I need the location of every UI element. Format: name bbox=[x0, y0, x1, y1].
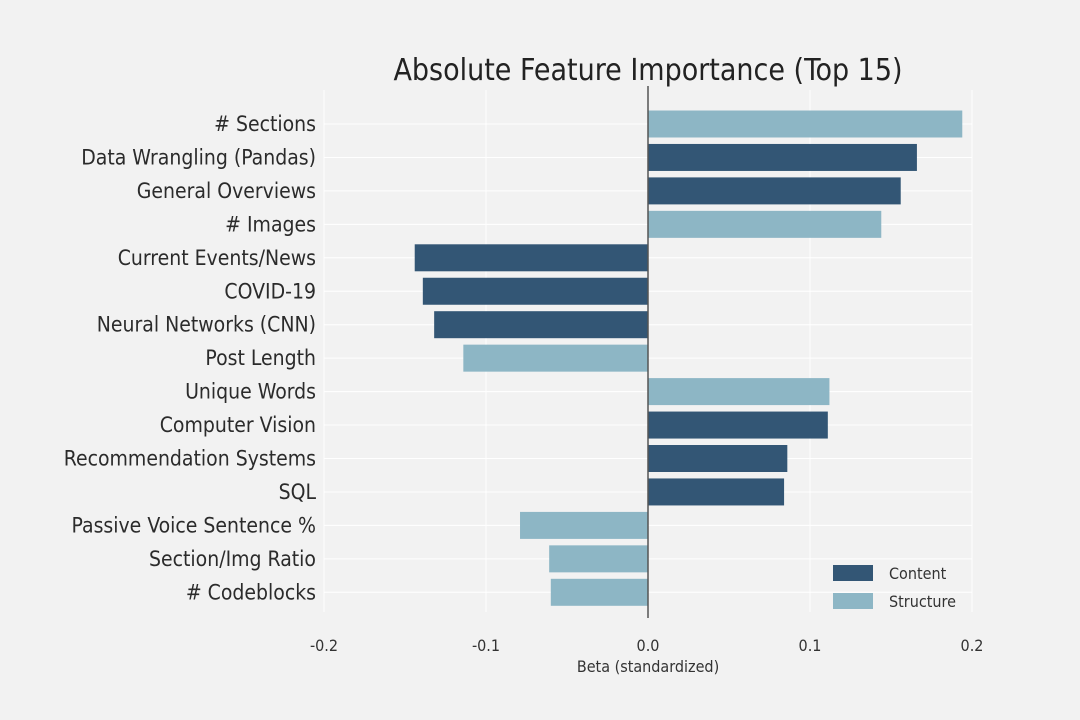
category-label: Post Length bbox=[205, 346, 316, 370]
category-label: Unique Words bbox=[185, 380, 316, 404]
bar bbox=[520, 511, 648, 539]
category-label: General Overviews bbox=[137, 179, 316, 203]
x-tick-labels: -0.2 -0.1 0.0 0.1 0.2 bbox=[310, 636, 983, 655]
legend-label: Content bbox=[889, 564, 947, 583]
category-label: Recommendation Systems bbox=[64, 447, 316, 471]
x-tick-label: -0.1 bbox=[472, 636, 500, 655]
bar bbox=[550, 578, 648, 606]
category-label: Current Events/News bbox=[118, 246, 316, 270]
legend-label: Structure bbox=[889, 592, 956, 611]
category-label: # Sections bbox=[214, 112, 316, 136]
category-label: Section/Img Ratio bbox=[149, 547, 316, 571]
bar bbox=[463, 344, 648, 372]
x-tick-label: -0.2 bbox=[310, 636, 338, 655]
x-tick-label: 0.0 bbox=[637, 636, 660, 655]
bar bbox=[648, 445, 788, 472]
category-label: Neural Networks (CNN) bbox=[97, 313, 316, 337]
x-tick-label: 0.2 bbox=[961, 636, 984, 655]
category-label: COVID-19 bbox=[224, 279, 316, 303]
category-label: # Codeblocks bbox=[186, 580, 316, 604]
chart-title: Absolute Feature Importance (Top 15) bbox=[393, 53, 902, 88]
legend-swatch bbox=[833, 593, 873, 609]
bar bbox=[648, 110, 963, 138]
bar bbox=[648, 411, 828, 439]
bar bbox=[648, 378, 830, 406]
legend-swatch bbox=[833, 565, 873, 581]
x-tick-label: 0.1 bbox=[799, 636, 822, 655]
category-label: # Images bbox=[225, 212, 316, 236]
bar bbox=[648, 210, 882, 238]
bar bbox=[549, 545, 648, 573]
bars-group bbox=[414, 110, 963, 606]
bar bbox=[648, 177, 901, 205]
bar bbox=[414, 244, 648, 272]
category-labels: # Sections Data Wrangling (Pandas) General… bbox=[64, 112, 317, 604]
category-label: SQL bbox=[279, 480, 317, 504]
category-label: Data Wrangling (Pandas) bbox=[81, 145, 316, 169]
x-axis-label: Beta (standardized) bbox=[577, 657, 719, 676]
category-label: Computer Vision bbox=[160, 413, 316, 437]
bar bbox=[422, 277, 648, 305]
bar bbox=[434, 311, 648, 339]
bar bbox=[648, 478, 785, 506]
category-label: Passive Voice Sentence % bbox=[72, 513, 316, 537]
legend: Content Structure bbox=[833, 564, 956, 611]
bar bbox=[648, 143, 917, 171]
